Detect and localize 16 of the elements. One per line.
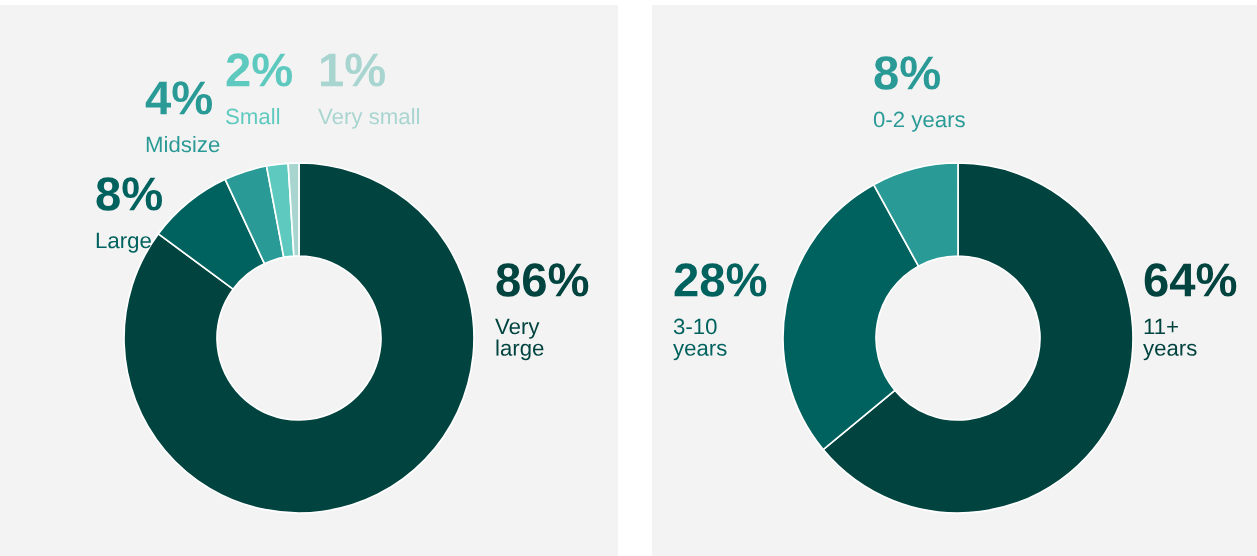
slice-label: 0-2 years bbox=[873, 111, 965, 132]
data-label: 86% bbox=[496, 263, 589, 297]
data-label: 2% bbox=[226, 53, 293, 87]
slice-label: Large bbox=[96, 232, 151, 253]
data-label: 1% bbox=[320, 53, 386, 87]
data-label: 4% bbox=[145, 81, 213, 115]
slice-label: Very small bbox=[318, 108, 420, 129]
slice-label: 11+ years bbox=[1143, 318, 1197, 361]
slice-label: 3-10 years bbox=[673, 318, 727, 361]
slice-label: Very large bbox=[495, 318, 544, 361]
slice-label: Midsize bbox=[146, 136, 220, 153]
data-label: 28% bbox=[674, 263, 767, 297]
slice-label: Small bbox=[226, 108, 280, 125]
data-label: 8% bbox=[96, 177, 163, 211]
data-label: 64% bbox=[1144, 263, 1237, 297]
data-label: 8% bbox=[874, 56, 941, 90]
